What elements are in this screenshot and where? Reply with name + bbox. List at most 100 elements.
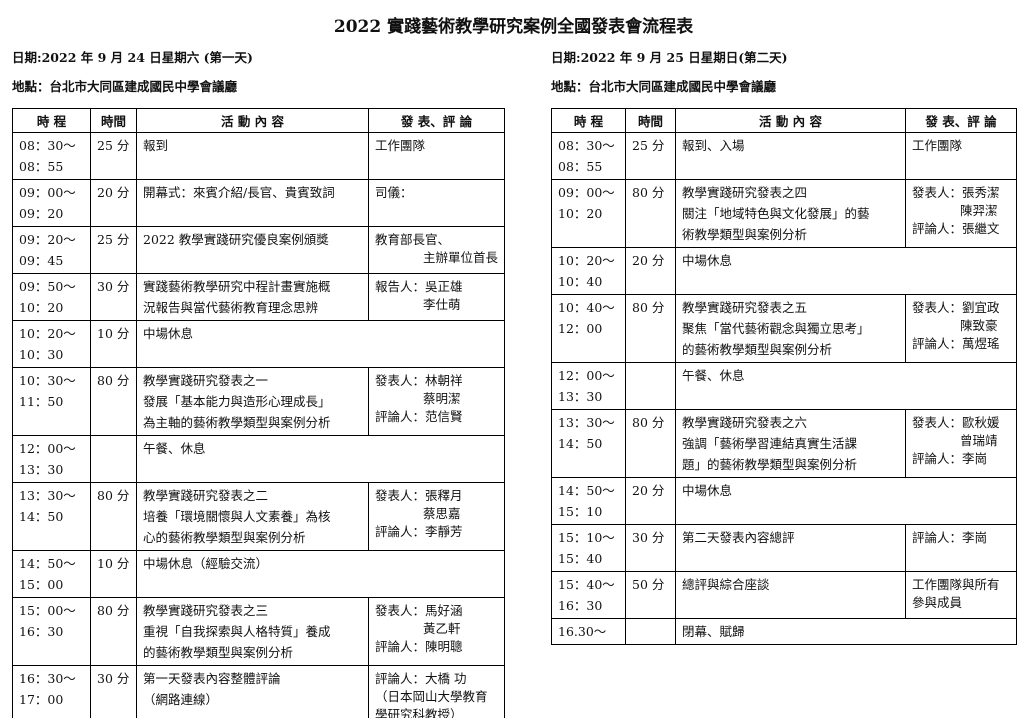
- speaker-cell: 評論人：李崗: [905, 524, 1017, 572]
- schedule-table: 時 程時間活 動 內 容發 表、評 論 08：30～ 08：55 25 分報到 工作團隊…: [12, 108, 506, 718]
- time-cell: 16：30～ 17：00: [12, 665, 91, 718]
- content-cell-line: 為主軸的藝術教學類型與案例分析: [143, 415, 331, 430]
- time-cell-line: 09：00～: [558, 185, 615, 200]
- time-cell: 15：00～ 16：30: [12, 597, 91, 666]
- duration-cell: 10 分: [90, 550, 137, 598]
- time-cell-line: 08：55: [558, 159, 603, 174]
- schedule-row: 10：30～ 11：50 80 分教學實踐研究發表之一 發展「基本能力與造形心理成長」…: [12, 367, 506, 436]
- speaker-cell-line: 李仕萌: [423, 297, 461, 312]
- duration-cell: 30 分: [90, 273, 137, 321]
- speaker-cell-line: 司儀：: [375, 185, 413, 200]
- content-cell-line: （網路連線）: [143, 692, 219, 707]
- speaker-cell-line: 曾瑞靖: [960, 433, 998, 448]
- time-cell-line: 13：30～: [19, 488, 76, 503]
- content-cell-line: 報到、入場: [682, 138, 745, 153]
- time-cell-line: 15：40～: [558, 577, 615, 592]
- duration-cell: 20 分: [90, 179, 137, 227]
- content-cell-line: 閉幕、賦歸: [682, 624, 745, 639]
- time-cell-line: 16：30: [558, 598, 603, 613]
- schedule-row: 10：20～ 10：40 20 分中場休息: [551, 247, 1017, 295]
- schedule-row: 08：30～ 08：55 25 分報到、入場 工作團隊: [551, 132, 1017, 180]
- speaker-cell-line: 參與成員: [912, 595, 963, 610]
- time-cell: 10：20～ 10：30: [12, 320, 91, 368]
- speaker-cell-line: 發表人：林朝祥: [375, 373, 463, 388]
- speaker-cell-line: 學研究科教授）: [375, 707, 463, 718]
- duration-cell: [625, 618, 676, 645]
- header-cell: 活 動 內 容: [136, 108, 369, 133]
- content-cell: 午餐、休息: [135, 435, 506, 483]
- content-cell-line: 2022 教學實踐研究優良案例頒獎: [143, 232, 329, 247]
- content-cell: 開幕式：來賓介紹/長官、貴賓致詞: [136, 179, 369, 227]
- content-cell-line: 實踐藝術教學研究中程計畫實施概: [143, 279, 331, 294]
- time-cell: 09：50～ 10：20: [12, 273, 91, 321]
- speaker-cell-line: 評論人：大橋 功: [375, 671, 467, 686]
- header-cell: 時 程: [12, 108, 91, 133]
- header-row: 時 程時間活 動 內 容發 表、評 論: [12, 108, 506, 133]
- time-cell-line: 16：30～: [19, 671, 76, 686]
- speaker-cell-line: 發表人：劉宜政: [912, 300, 1000, 315]
- time-cell-line: 08：55: [19, 159, 64, 174]
- speaker-cell-line: 陳羿潔: [960, 203, 998, 218]
- time-cell: 08：30～ 08：55: [12, 132, 91, 180]
- time-cell-line: 14：50～: [558, 483, 615, 498]
- speaker-cell-line: 蔡思嘉: [423, 506, 461, 521]
- title: 2022 實踐藝術教學研究案例全國發表會流程表: [333, 17, 694, 37]
- speaker-cell-line: 評論人：李崗: [912, 530, 988, 545]
- time-cell-line: 10：40～: [558, 300, 615, 315]
- content-cell-line: 聚焦「當代藝術觀念與獨立思考」: [682, 321, 870, 336]
- content-cell-line: 教學實踐研究發表之二: [143, 488, 269, 503]
- content-cell-line: 報到: [143, 138, 169, 153]
- schedule-row: 14：50～ 15：10 20 分中場休息: [551, 477, 1017, 525]
- content-cell-line: 教學實踐研究發表之六: [682, 415, 808, 430]
- time-cell-line: 15：00～: [19, 603, 76, 618]
- content-cell-line: 的藝術教學類型與案例分析: [143, 645, 294, 660]
- speaker-cell: 工作團隊: [905, 132, 1017, 180]
- time-cell-line: 13：30: [558, 389, 603, 404]
- time-cell-line: 15：10: [558, 504, 603, 519]
- content-cell: 教學實踐研究發表之三 重視「自我探索與人格特質」養成 的藝術教學類型與案例分析: [136, 597, 369, 666]
- content-cell: 第二天發表內容總評: [675, 524, 906, 572]
- speaker-cell: 發表人：劉宜政 陳致豪 評論人：萬煜瑤: [905, 294, 1017, 363]
- duration-cell: 30 分: [625, 524, 676, 572]
- content-cell-line: 午餐、休息: [682, 368, 745, 383]
- schedule-row: 16：30～ 17：00 30 分第一天發表內容整體評論 （網路連線） 評論人：大橋 功…: [12, 665, 506, 718]
- content-cell-line: 教學實踐研究發表之四: [682, 185, 808, 200]
- time-cell-line: 13：30: [19, 462, 64, 477]
- duration-cell: 80 分: [625, 294, 676, 363]
- content-cell: 午餐、休息: [675, 362, 1017, 410]
- speaker-cell-line: 主辦單位首長: [423, 250, 499, 265]
- schedule-row: 09：00～ 10：20 80 分教學實踐研究發表之四 關注「地域特色與文化發展」的藝…: [551, 179, 1017, 248]
- time-cell: 15：40～ 16：30: [551, 571, 626, 619]
- time-cell-line: 12：00～: [19, 441, 76, 456]
- content-cell-line: 重視「自我探索與人格特質」養成: [143, 624, 331, 639]
- time-cell-line: 10：20: [558, 206, 603, 221]
- speaker-cell-line: 發表人：張釋月: [375, 488, 463, 503]
- place: 地點：台北市大同區建成國民中學會議廳: [551, 79, 777, 94]
- content-cell-line: 發展「基本能力與造形心理成長」: [143, 394, 331, 409]
- time-cell-line: 15：00: [19, 577, 64, 592]
- speaker-cell-line: 評論人：范信賢: [375, 409, 463, 424]
- speaker-cell-line: 評論人：張繼文: [912, 221, 1000, 236]
- header-cell: 時 程: [551, 108, 626, 133]
- time-cell: 12：00～ 13：30: [551, 362, 626, 410]
- time-cell-line: 09：50～: [19, 279, 76, 294]
- content-cell: 實踐藝術教學研究中程計畫實施概 況報告與當代藝術教育理念思辨: [136, 273, 369, 321]
- content-cell: 教學實踐研究發表之六 強調「藝術學習連結真實生活課 題」的藝術教學類型與案例分析: [675, 409, 906, 478]
- content-cell-line: 關注「地域特色與文化發展」的藝: [682, 206, 870, 221]
- day-2: 日期:2022 年 9 月 25 日星期日(第二天) 地點：台北市大同區建成國民中…: [551, 50, 1017, 645]
- content-cell-line: 教學實踐研究發表之五: [682, 300, 808, 315]
- speaker-cell: 發表人：歐秋媛 曾瑞靖 評論人：李崗: [905, 409, 1017, 478]
- time-cell: 15：10～ 15：40: [551, 524, 626, 572]
- speaker-cell-line: 發表人：馬好涵: [375, 603, 463, 618]
- time-cell-line: 16：30: [19, 624, 64, 639]
- speaker-cell-line: 黃乙軒: [423, 621, 461, 636]
- duration-cell: 50 分: [625, 571, 676, 619]
- time-cell-line: 17：00: [19, 692, 64, 707]
- time-cell: 08：30～ 08：55: [551, 132, 626, 180]
- content-cell-line: 第二天發表內容總評: [682, 530, 795, 545]
- content-cell: 報到、入場: [675, 132, 906, 180]
- speaker-cell-line: 教育部長官、: [375, 232, 451, 247]
- time-cell: 13：30～ 14：50: [551, 409, 626, 478]
- content-cell-line: 術教學類型與案例分析: [682, 227, 808, 242]
